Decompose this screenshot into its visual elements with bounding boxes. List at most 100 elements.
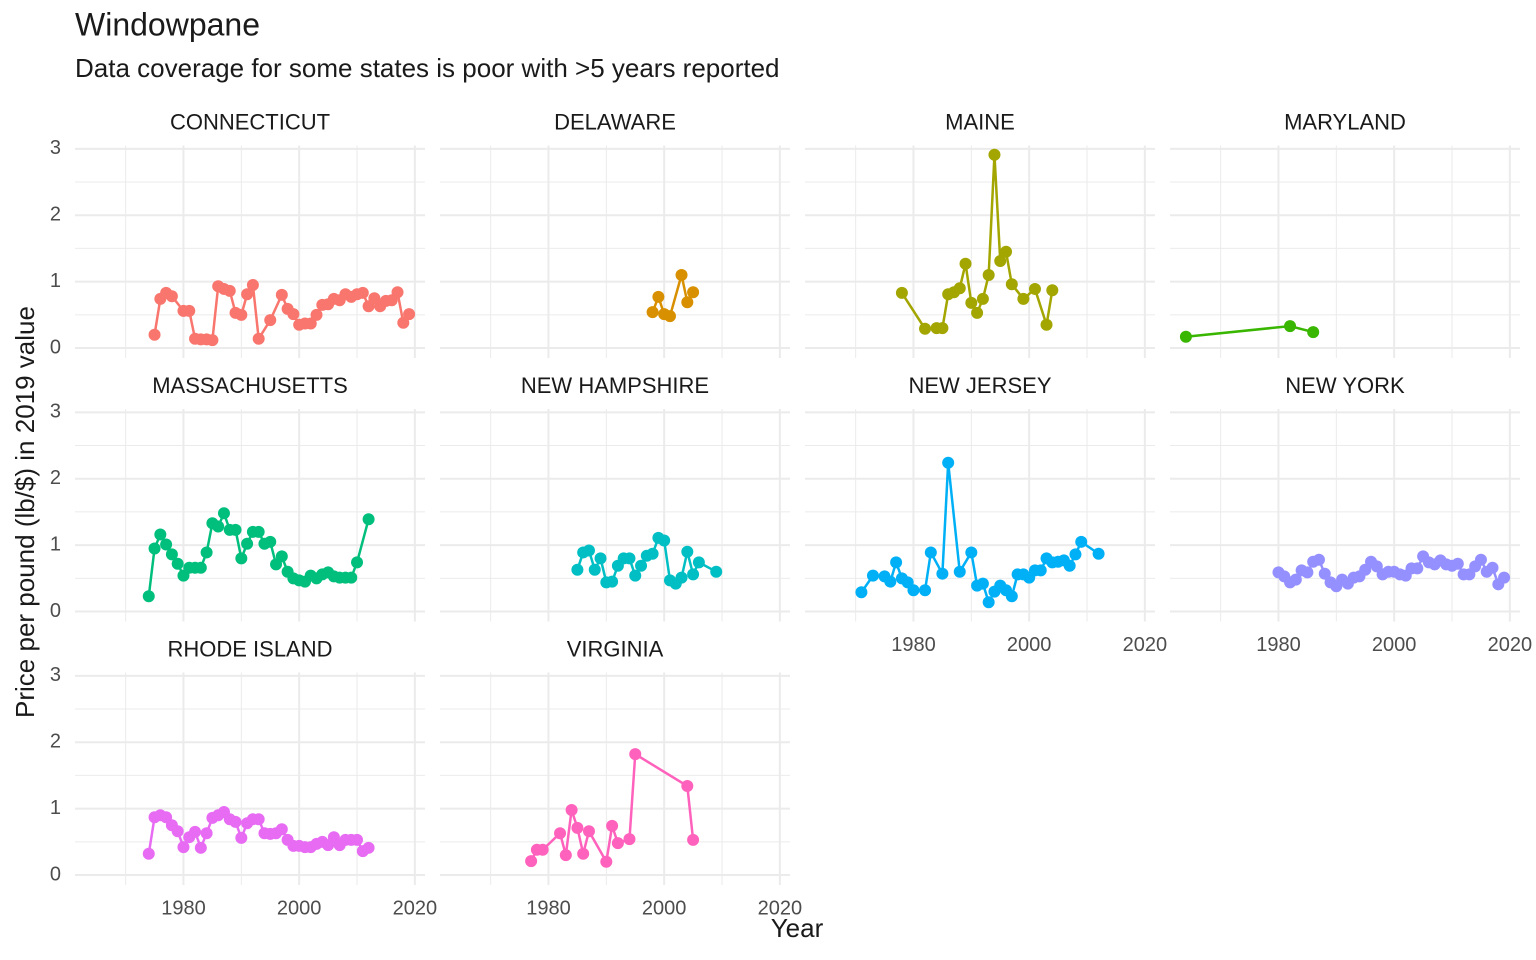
data-point — [681, 296, 694, 309]
data-point — [588, 563, 601, 576]
data-point — [310, 308, 323, 321]
data-point — [351, 833, 364, 846]
data-point — [959, 257, 972, 270]
data-point — [890, 556, 903, 569]
data-point — [692, 556, 705, 569]
data-point — [1312, 553, 1325, 566]
data-point — [559, 849, 572, 862]
data-point — [919, 584, 932, 597]
data-point — [206, 334, 219, 347]
data-point — [246, 278, 259, 291]
x-tick-label: 2000 — [277, 897, 322, 919]
data-point — [582, 544, 595, 557]
data-point — [582, 825, 595, 838]
data-point — [200, 827, 213, 840]
data-point — [571, 563, 584, 576]
y-tick-label: 3 — [50, 137, 61, 159]
data-point — [629, 569, 642, 582]
x-tick-label: 2000 — [642, 897, 687, 919]
facet-label: CONNECTICUT — [170, 109, 330, 134]
facet-label: MASSACHUSETTS — [152, 373, 348, 398]
data-point — [687, 568, 700, 581]
data-point — [606, 575, 619, 588]
x-tick-label: 1980 — [1256, 634, 1301, 656]
data-point — [629, 748, 642, 761]
data-point — [687, 833, 700, 846]
data-point — [1000, 245, 1013, 258]
data-point — [252, 525, 265, 538]
x-tick-label: 1980 — [526, 897, 571, 919]
data-point — [594, 552, 607, 565]
data-point — [1289, 573, 1302, 586]
data-point — [652, 290, 665, 303]
data-point — [611, 837, 624, 850]
data-point — [183, 304, 196, 317]
data-point — [142, 590, 155, 603]
facet-label: RHODE ISLAND — [167, 636, 332, 661]
data-point — [287, 308, 300, 321]
data-point — [235, 308, 248, 321]
data-point — [171, 557, 184, 570]
x-tick-label: 2020 — [758, 897, 803, 919]
data-point — [571, 821, 584, 834]
data-point — [971, 306, 984, 319]
data-point — [965, 296, 978, 309]
data-point — [241, 288, 254, 301]
series-line — [530, 752, 695, 866]
facet-label: MAINE — [945, 109, 1015, 134]
data-point — [1301, 566, 1314, 579]
y-tick-label: 3 — [50, 664, 61, 686]
facet-label: MARYLAND — [1284, 109, 1406, 134]
y-tick-label: 1 — [50, 533, 61, 555]
data-point — [362, 841, 375, 854]
data-point — [675, 268, 688, 281]
data-point — [936, 567, 949, 580]
data-point — [165, 548, 178, 561]
data-point — [1075, 535, 1088, 548]
data-point — [275, 823, 288, 836]
data-point — [275, 550, 288, 563]
data-point — [1017, 292, 1030, 305]
y-tick-label: 0 — [50, 600, 61, 622]
y-tick-label: 1 — [50, 797, 61, 819]
y-tick-label: 1 — [50, 270, 61, 292]
data-point — [304, 317, 317, 330]
data-point — [924, 546, 937, 559]
data-point — [223, 284, 236, 297]
data-point — [1307, 326, 1320, 339]
data-point — [536, 843, 549, 856]
data-point — [194, 841, 207, 854]
data-point — [142, 847, 155, 860]
data-point — [160, 538, 173, 551]
data-point — [229, 523, 242, 536]
data-point — [241, 537, 254, 550]
data-point — [577, 847, 590, 860]
data-point — [229, 815, 242, 828]
x-axis-title: Year — [771, 913, 824, 943]
x-tick-label: 1980 — [161, 897, 206, 919]
data-point — [235, 552, 248, 565]
data-point — [936, 322, 949, 335]
data-point — [1069, 548, 1082, 561]
data-point — [663, 310, 676, 323]
data-point — [1092, 547, 1105, 560]
data-point — [942, 456, 955, 469]
data-point — [623, 552, 636, 565]
data-point — [681, 780, 694, 793]
data-point — [397, 316, 410, 329]
data-point — [165, 290, 178, 303]
data-point — [976, 292, 989, 305]
data-point — [1063, 559, 1076, 572]
data-point — [855, 586, 868, 599]
data-point — [1318, 567, 1331, 580]
data-point — [646, 306, 659, 319]
data-point — [606, 819, 619, 832]
y-tick-label: 0 — [50, 863, 61, 885]
data-point — [212, 520, 225, 533]
data-point — [189, 825, 202, 838]
facet-label: DELAWARE — [554, 109, 676, 134]
data-point — [264, 314, 277, 327]
data-point — [200, 546, 213, 559]
data-point — [1498, 571, 1511, 584]
data-point — [554, 827, 567, 840]
